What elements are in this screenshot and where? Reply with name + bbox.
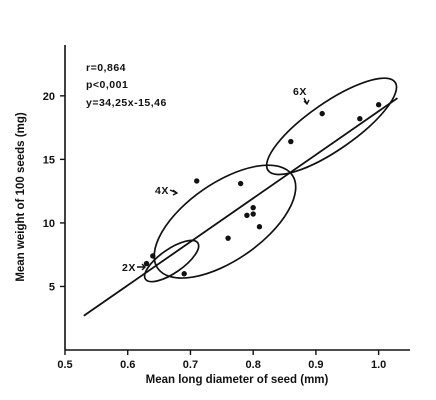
stats-block: r=0,864 p<0,001 y=34,25x-15,46	[86, 62, 167, 109]
data-point	[250, 204, 256, 211]
data-point	[237, 180, 244, 187]
group-arrow-4x	[169, 189, 179, 196]
group-label-4x: 4X	[155, 185, 169, 197]
data-point	[181, 271, 187, 277]
group-ellipse-4x	[153, 164, 297, 279]
y-ticks: 5 10 15 20	[43, 91, 65, 293]
data-point	[256, 224, 263, 230]
group-label-6x: 6X	[293, 86, 307, 98]
data-point	[194, 178, 200, 184]
x-axis-label: Mean long diameter of seed (mm)	[146, 374, 329, 386]
x-tick-label: 0.8	[246, 359, 261, 371]
data-point	[143, 260, 150, 267]
data-point	[288, 138, 294, 145]
y-axis-label: Mean weight of 100 seeds (mg)	[15, 112, 27, 282]
data-point	[244, 212, 250, 218]
y-tick-label: 20	[43, 91, 55, 103]
group-arrow-6x	[303, 97, 310, 106]
data-point	[319, 110, 325, 117]
data-points	[143, 102, 382, 277]
x-tick-label: 1.0	[371, 359, 386, 371]
x-tick-label: 0.6	[120, 359, 135, 371]
group-ellipse-2x	[143, 239, 200, 283]
x-tick-label: 0.7	[183, 359, 198, 371]
y-tick-label: 5	[49, 281, 55, 293]
stat-equation: y=34,25x-15,46	[86, 97, 167, 109]
x-tick-label: 0.9	[308, 359, 323, 371]
y-tick-label: 15	[43, 154, 55, 166]
group-label-2x: 2X	[122, 262, 136, 274]
data-point	[225, 235, 231, 241]
group-ellipse-6x	[265, 77, 398, 176]
data-point	[150, 253, 156, 259]
data-point	[375, 102, 382, 108]
stat-r: r=0,864	[86, 62, 126, 74]
stat-p: p<0,001	[86, 79, 128, 91]
x-ticks: 0.5 0.6 0.7 0.8 0.9 1.0	[57, 350, 386, 371]
y-tick-label: 10	[43, 218, 55, 230]
regression-line-group	[83, 97, 398, 317]
data-point	[250, 211, 256, 217]
group-ellipses	[143, 77, 398, 283]
data-point	[357, 116, 363, 122]
x-tick-label: 0.5	[57, 359, 72, 371]
regression-line	[83, 97, 398, 317]
group-arrow-2x	[137, 263, 146, 271]
